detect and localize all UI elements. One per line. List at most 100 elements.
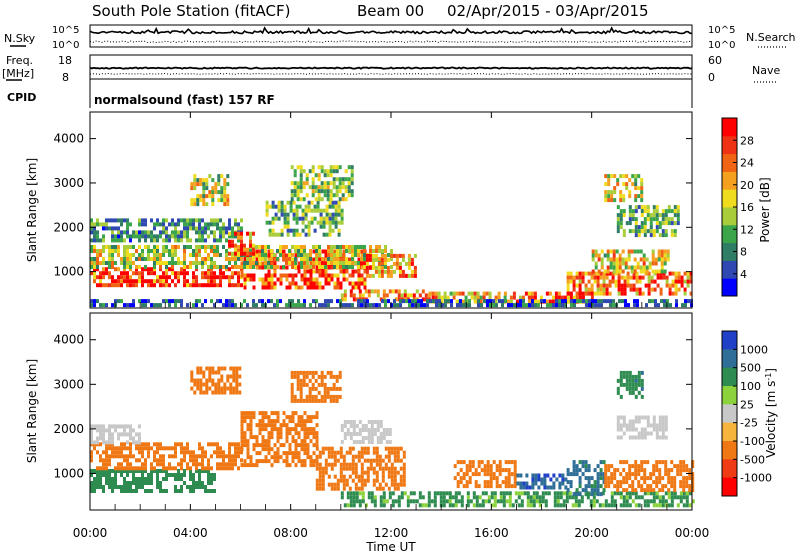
heatmap-cell	[326, 390, 330, 395]
heatmap-cell	[676, 209, 680, 214]
heatmap-cell	[219, 454, 222, 459]
heatmap-cell	[120, 234, 123, 239]
heatmap-cell	[135, 489, 138, 493]
heatmap-cell	[388, 495, 392, 500]
heatmap-cell	[671, 283, 675, 288]
heatmap-cell	[156, 238, 159, 243]
heatmap-cell	[325, 232, 329, 237]
heatmap-cell	[96, 238, 99, 243]
heatmap-cell	[581, 275, 585, 280]
heatmap-cell	[489, 464, 493, 469]
heatmap-cell	[93, 477, 96, 481]
heatmap-cell	[180, 462, 183, 467]
heatmap-cell	[196, 378, 200, 383]
heatmap-cell	[325, 204, 329, 209]
heatmap-cell	[654, 269, 658, 274]
heatmap-cell	[168, 253, 171, 257]
heatmap-cell	[202, 382, 206, 387]
heatmap-cell	[318, 249, 321, 253]
heatmap-cell	[366, 446, 370, 451]
heatmap-cell	[297, 423, 301, 428]
heatmap-cell	[659, 275, 663, 280]
heatmap-cell	[480, 460, 484, 465]
heatmap-cell	[657, 257, 661, 262]
heatmap-cell	[111, 275, 114, 280]
heatmap-cell	[186, 450, 189, 455]
heatmap-cell	[625, 495, 629, 500]
heatmap-cell	[617, 291, 621, 296]
heatmap-cell	[651, 261, 655, 266]
heatmap-cell	[299, 386, 303, 391]
heatmap-cell	[643, 480, 647, 485]
heatmap-cell	[90, 299, 93, 304]
heatmap-cell	[294, 447, 298, 452]
heatmap-cell	[324, 253, 328, 258]
heatmap-cell	[357, 458, 361, 463]
heatmap-cell	[365, 269, 369, 274]
heatmap-cell	[195, 454, 198, 459]
heatmap-cell	[289, 200, 293, 205]
heatmap-cell	[578, 279, 582, 284]
heatmap-cell	[341, 177, 345, 182]
heatmap-cell	[493, 495, 497, 500]
heatmap-cell	[351, 245, 354, 249]
heatmap-cell	[328, 232, 332, 237]
heatmap-cell	[375, 458, 379, 463]
heatmap-cell	[102, 432, 105, 437]
heatmap-cell	[195, 466, 198, 471]
heatmap-cell	[619, 427, 623, 432]
heatmap-cell	[211, 366, 215, 371]
heatmap-cell	[402, 482, 406, 487]
heatmap-cell	[303, 261, 306, 265]
heatmap-cell	[617, 287, 621, 292]
heatmap-cell	[196, 198, 200, 203]
heatmap-cell	[503, 291, 507, 296]
heatmap-cell	[559, 491, 563, 496]
heatmap-cell	[314, 394, 318, 399]
heatmap-cell	[328, 224, 332, 229]
heatmap-cell	[369, 462, 373, 467]
heatmap-cell	[587, 476, 591, 481]
heatmap-cell	[102, 473, 105, 477]
heatmap-cell	[649, 488, 653, 493]
heatmap-cell	[196, 202, 200, 207]
heatmap-cell	[237, 442, 240, 447]
heatmap-cell	[631, 229, 635, 234]
heatmap-cell	[186, 462, 189, 467]
heatmap-cell	[622, 174, 626, 179]
heatmap-cell	[652, 423, 656, 428]
heatmap-cell	[135, 458, 138, 463]
heatmap-cell	[348, 281, 352, 286]
heatmap-cell	[159, 481, 162, 485]
heatmap-cell	[572, 287, 576, 292]
heatmap-cell	[590, 275, 594, 280]
heatmap-cell	[213, 442, 216, 447]
heatmap-cell	[367, 432, 371, 436]
heatmap-cell	[637, 174, 641, 179]
heatmap-cell	[297, 269, 301, 274]
heatmap-cell	[631, 390, 635, 395]
heatmap-cell	[410, 269, 414, 274]
heatmap-cell	[323, 193, 327, 198]
heatmap-cell	[385, 499, 389, 504]
heatmap-cell	[252, 447, 256, 452]
heatmap-cell	[183, 245, 186, 249]
heatmap-cell	[347, 165, 351, 170]
heatmap-cell	[366, 450, 370, 455]
heatmap-cell	[395, 261, 399, 266]
heatmap-cell	[123, 218, 126, 223]
heatmap-cell	[153, 253, 156, 257]
heatmap-cell	[211, 382, 215, 387]
heatmap-cell	[299, 394, 303, 399]
heatmap-cell	[326, 169, 330, 174]
heatmap-cell	[267, 245, 270, 249]
heatmap-cell	[196, 370, 200, 375]
heatmap-cell	[177, 473, 180, 477]
heatmap-cell	[637, 186, 641, 191]
heatmap-cell	[578, 283, 582, 288]
heatmap-cell	[290, 181, 294, 186]
heatmap-cell	[261, 427, 265, 432]
heatmap-cell	[346, 432, 350, 436]
heatmap-cell	[270, 423, 274, 428]
